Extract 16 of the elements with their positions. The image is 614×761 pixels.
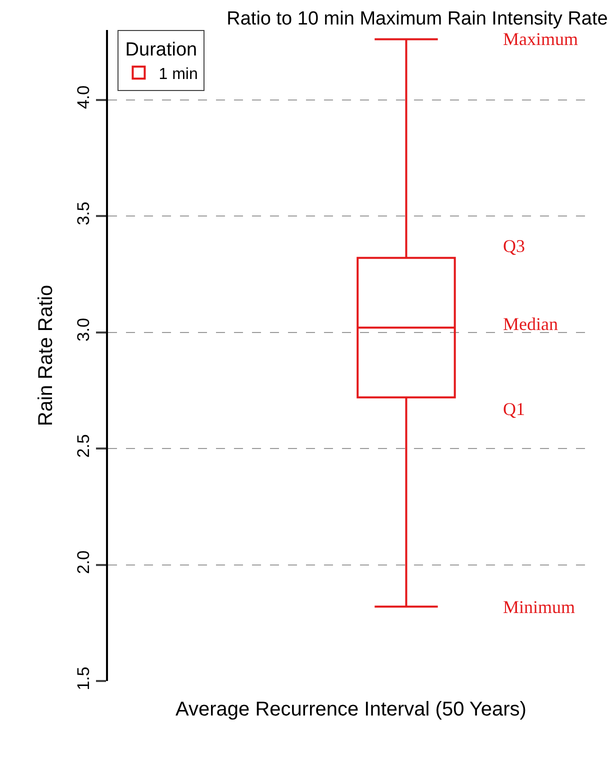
y-tick-label: 3.5 <box>74 202 94 226</box>
annotation: Minimum <box>503 597 576 617</box>
annotation: Q1 <box>503 399 525 419</box>
y-tick-label: 1.5 <box>74 666 94 690</box>
y-tick-label: 2.0 <box>74 550 94 574</box>
y-tick-label: 4.0 <box>74 85 94 110</box>
annotation: Q3 <box>503 236 525 256</box>
y-tick-label: 3.0 <box>74 318 94 342</box>
y-axis-title: Rain Rate Ratio <box>35 284 58 426</box>
y-tick-label: 2.5 <box>74 434 94 458</box>
legend-title: Duration <box>125 40 198 61</box>
chart-title: Ratio to 10 min Maximum Rain Intensity Rate <box>226 8 608 30</box>
legend-label: 1 min <box>158 66 198 83</box>
x-axis-title: Average Recurrence Interval (50 Years) <box>176 698 526 720</box>
annotation: Maximum <box>503 29 578 49</box>
annotation: Median <box>503 314 558 334</box>
